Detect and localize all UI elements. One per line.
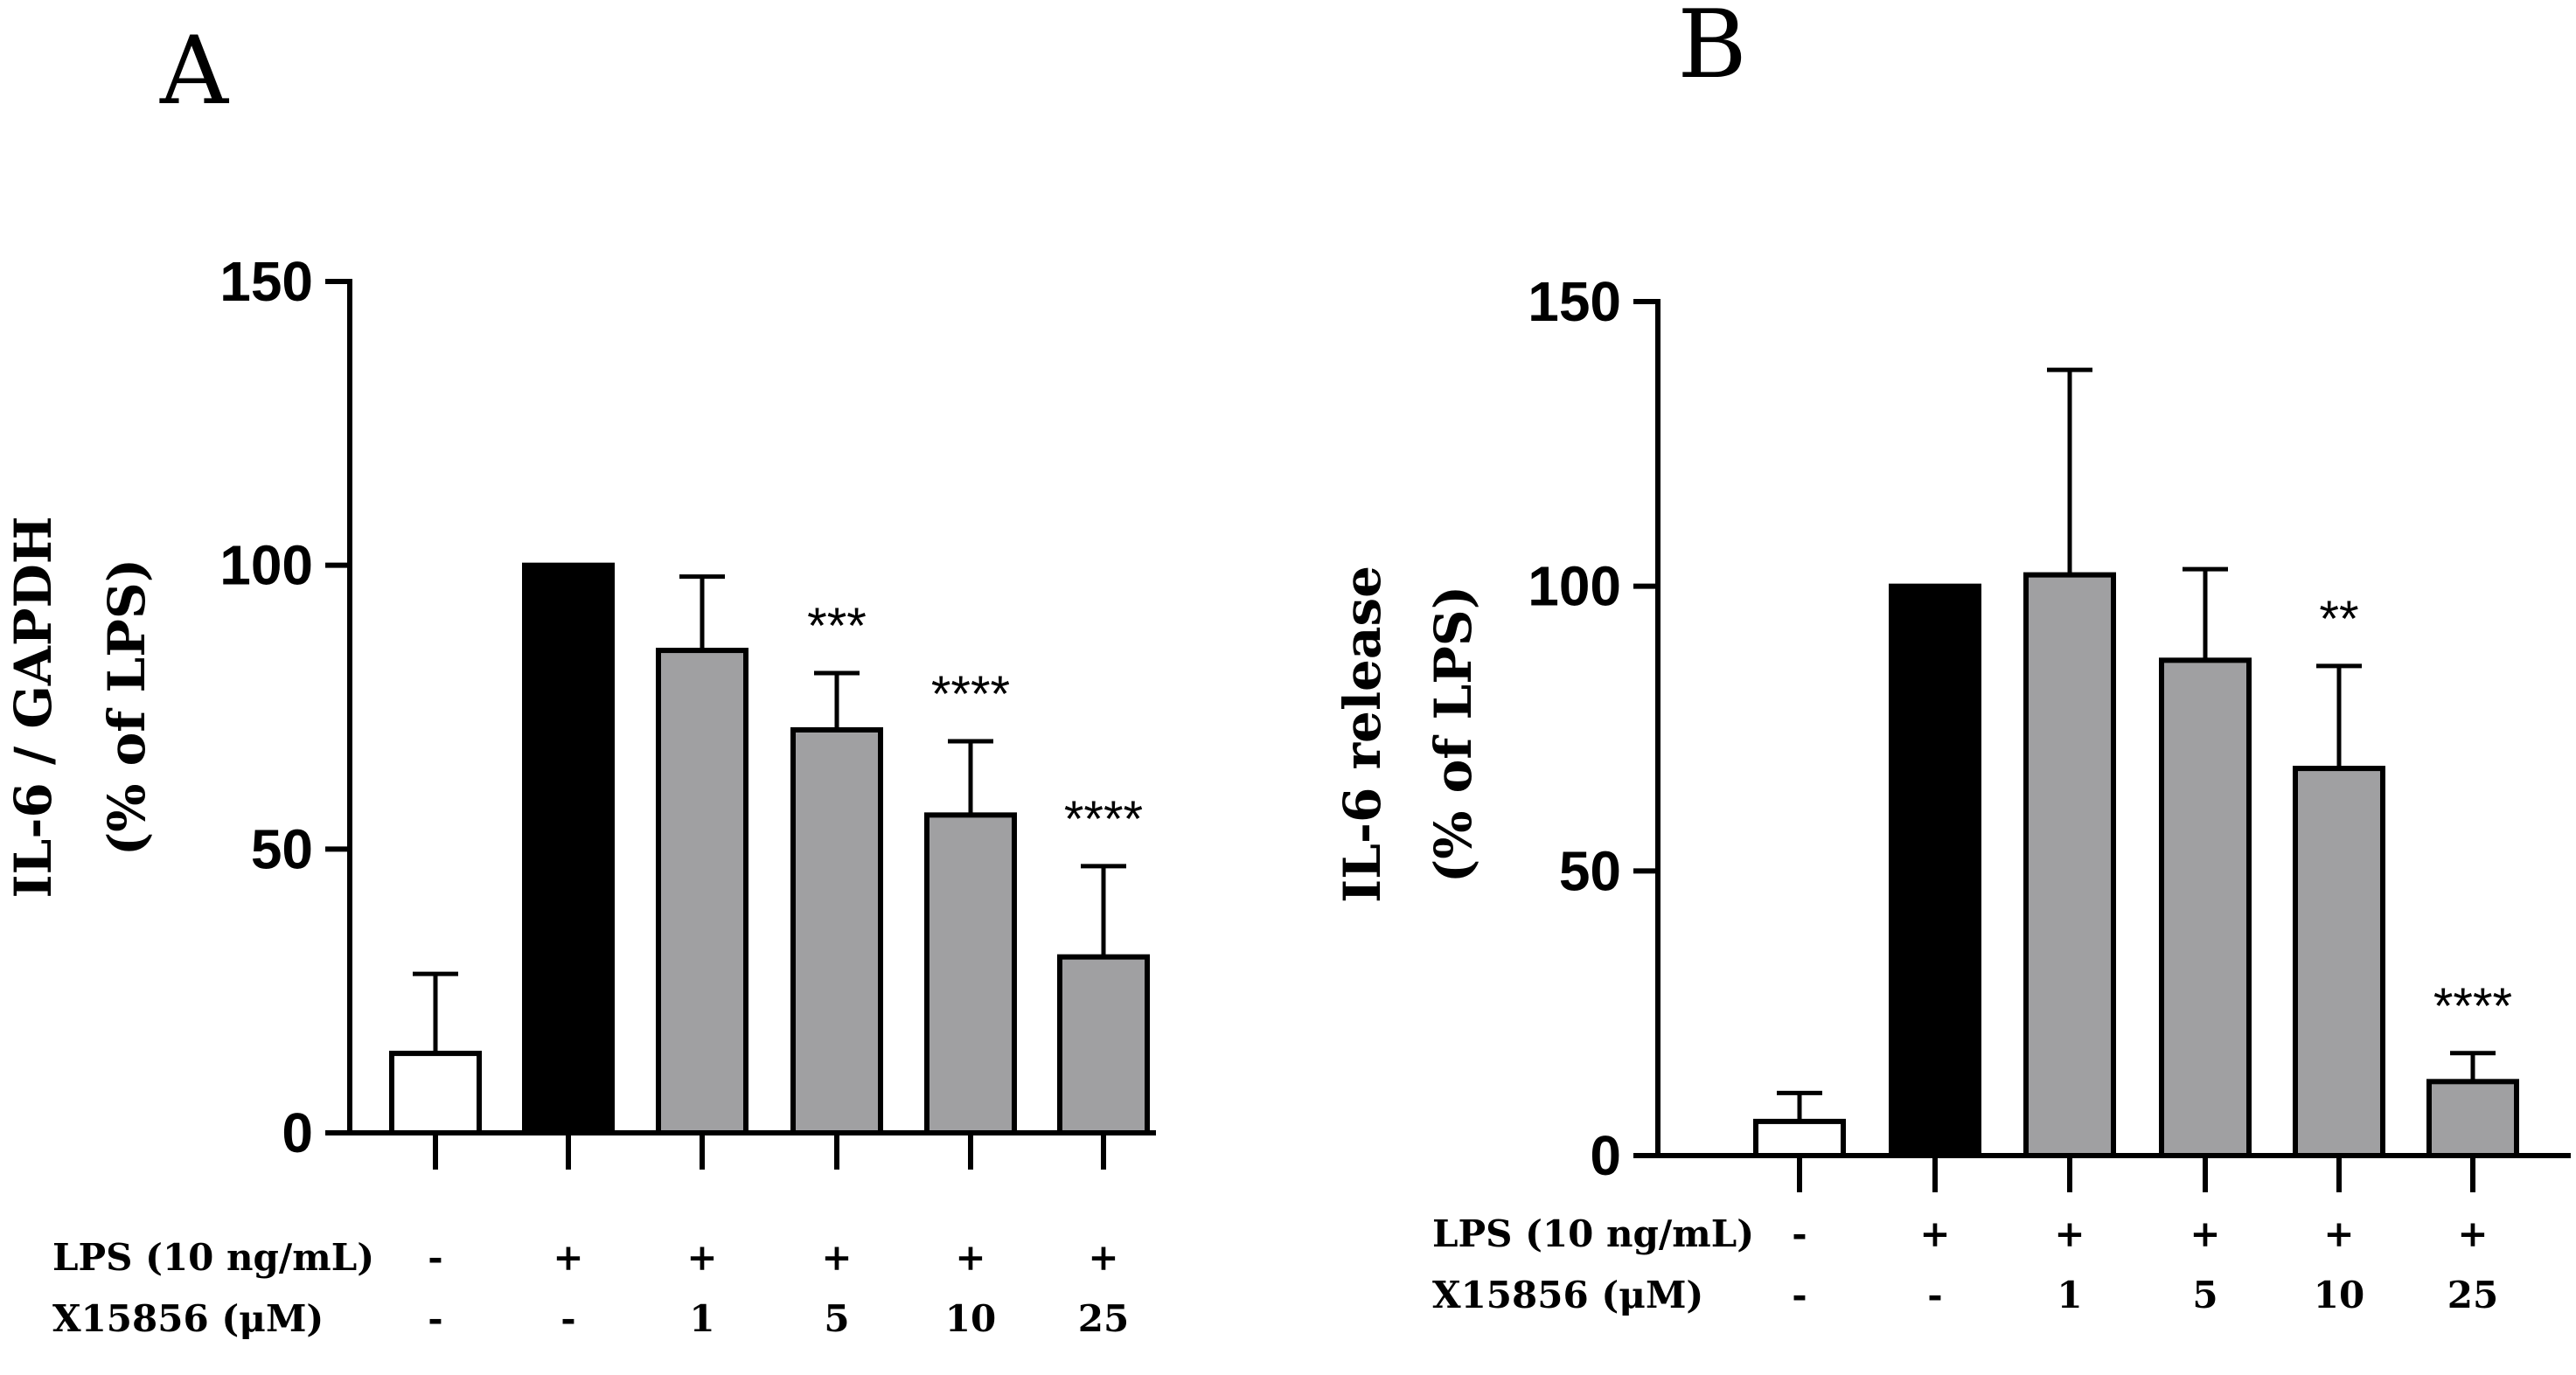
panel-a-condition-value: - — [428, 1236, 442, 1279]
panel-a-condition-value: 1 — [689, 1297, 714, 1340]
panel-b-condition-value: - — [1927, 1274, 1942, 1316]
panel-a-condition-value: 25 — [1078, 1297, 1129, 1340]
panel-a-bar — [924, 812, 1017, 1136]
panel-a-condition-label: X15856 (μM) — [52, 1297, 324, 1340]
panel-b-significance: **** — [2433, 978, 2512, 1035]
panel-a-condition-value: + — [1088, 1236, 1118, 1279]
panel-b-condition-value: 25 — [2447, 1274, 2498, 1316]
panel-b-bar — [1753, 1118, 1846, 1159]
panel-a-condition-value: + — [821, 1236, 852, 1279]
panel-b-ytick-label: 150 — [1528, 270, 1621, 333]
panel-b-ytick-label: 0 — [1590, 1124, 1621, 1187]
panel-b-ylabel-line: IL-6 release — [1333, 566, 1392, 903]
panel-a-significance: **** — [931, 666, 1010, 723]
panel-a-significance: **** — [1064, 791, 1143, 848]
panel-a-ylabel-line: (% of LPS) — [97, 559, 157, 856]
panel-b-ytick-label: 100 — [1528, 555, 1621, 618]
panel-b-ytick-label: 50 — [1559, 839, 1621, 902]
panel-b-condition-value: + — [2190, 1212, 2220, 1255]
panel-a-condition-value: - — [428, 1297, 442, 1340]
panel-a-bar — [389, 1051, 482, 1136]
panel-b-condition-value: 5 — [2192, 1274, 2217, 1316]
panel-a-letter: A — [159, 17, 230, 126]
panel-b-condition-value: + — [2323, 1212, 2354, 1255]
panel-b-significance: ** — [2319, 591, 2358, 648]
panel-b-condition-label: X15856 (μM) — [1432, 1274, 1703, 1316]
panel-a-condition-value: + — [955, 1236, 985, 1279]
panel-b-condition-value: + — [1919, 1212, 1950, 1255]
panel-a-ytick-label: 0 — [282, 1101, 313, 1164]
panel-b-condition-value: - — [1792, 1274, 1807, 1316]
panel-a-bar — [656, 648, 748, 1135]
panel-a-ylabel-line: IL-6 / GAPDH — [3, 516, 63, 898]
panel-a-significance: *** — [807, 598, 867, 655]
panel-b-condition-value: - — [1792, 1212, 1807, 1255]
panel-a-condition-value: 5 — [824, 1297, 849, 1340]
panel-b-condition-label: LPS (10 ng/mL) — [1432, 1212, 1754, 1255]
panel-a-ytick-label: 50 — [251, 817, 313, 880]
panel-a-condition-value: 10 — [945, 1297, 996, 1340]
panel-b-bar — [2023, 572, 2116, 1158]
panel-a-bar — [522, 562, 615, 1135]
panel-b-condition-value: 10 — [2314, 1274, 2364, 1316]
panel-a-condition-value: + — [553, 1236, 583, 1279]
panel-a-condition-label: LPS (10 ng/mL) — [52, 1236, 374, 1279]
panel-b-condition-value: + — [2054, 1212, 2085, 1255]
panel-b-condition-value: + — [2457, 1212, 2488, 1255]
panel-a-bar — [790, 726, 883, 1135]
panel-b-bar — [2426, 1079, 2519, 1158]
panel-a-condition-value: + — [686, 1236, 717, 1279]
panel-a-bar — [1057, 954, 1150, 1135]
panel-b-condition-value: 1 — [2057, 1274, 2082, 1316]
panel-b-bar — [1889, 583, 1981, 1158]
panel-b-letter: B — [1677, 0, 1746, 100]
panel-b-bar — [2159, 657, 2252, 1158]
panel-b-ylabel-line: (% of LPS) — [1424, 586, 1483, 883]
panel-a-condition-value: - — [560, 1297, 575, 1340]
panel-a-ytick-label: 150 — [219, 250, 313, 313]
panel-a-ytick-label: 100 — [219, 534, 313, 597]
panel-b-bar — [2293, 766, 2385, 1158]
